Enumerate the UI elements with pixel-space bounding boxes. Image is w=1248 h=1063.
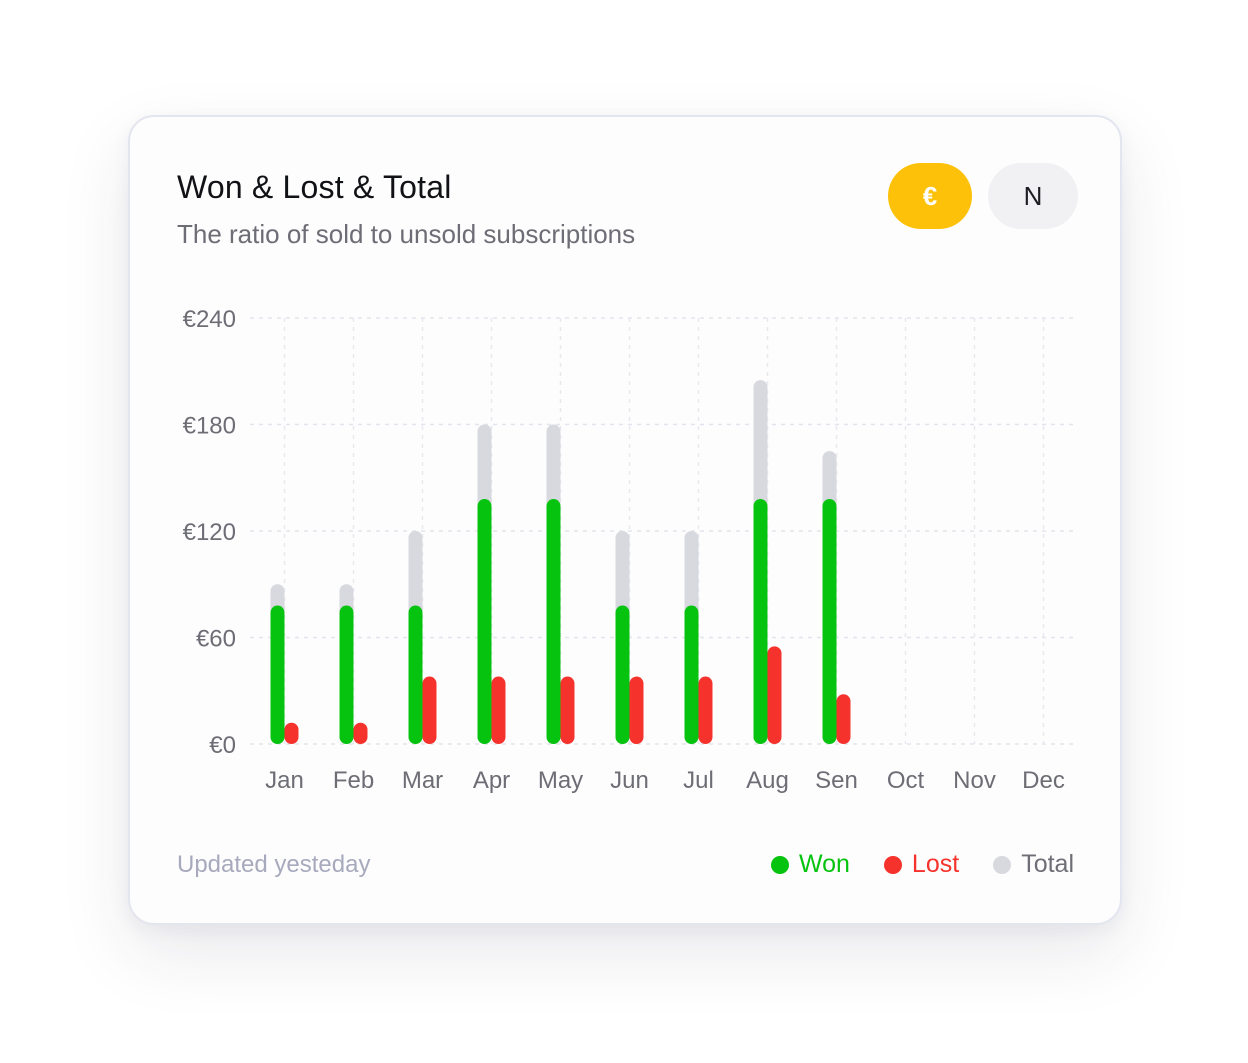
updated-note: Updated yesteday [177, 851, 371, 878]
y-tick-label: €0 [209, 732, 236, 759]
y-tick-label: €180 [183, 413, 236, 440]
bar-won [546, 499, 561, 744]
x-tick-label: Nov [953, 767, 996, 794]
bar-lost [422, 676, 437, 744]
bar-won [684, 605, 699, 744]
bar-won [270, 605, 285, 744]
legend-label-won: Won [798, 850, 850, 878]
x-tick-label: May [538, 767, 583, 794]
x-tick-label: Apr [473, 767, 510, 794]
x-tick-label: Feb [333, 767, 374, 794]
legend-item-total: Total [993, 850, 1074, 879]
count-toggle-button[interactable]: N [988, 163, 1078, 229]
legend-item-won: Won [770, 850, 850, 879]
x-tick-label: Aug [746, 767, 789, 794]
x-tick-label: Dec [1022, 767, 1065, 794]
bar-lost [767, 646, 782, 744]
bar-lost [491, 676, 506, 744]
card-title: Won & Lost & Total [177, 169, 452, 205]
x-tick-label: Mar [402, 767, 443, 794]
currency-toggle-button[interactable]: € [888, 163, 972, 229]
y-tick-label: €60 [196, 626, 236, 653]
x-tick-label: Oct [887, 767, 925, 794]
bar-won [408, 605, 423, 744]
bar-lost [353, 722, 368, 744]
chart-legend: Won Lost Total [737, 850, 1074, 879]
legend-label-total: Total [1021, 850, 1074, 878]
bar-lost [698, 676, 713, 744]
legend-item-lost: Lost [883, 850, 960, 879]
bar-won [753, 499, 768, 744]
legend-dot-total [993, 855, 1012, 874]
bar-won [339, 605, 354, 744]
x-tick-label: Jul [683, 767, 714, 794]
bar-won [822, 499, 837, 744]
legend-label-lost: Lost [911, 850, 960, 878]
y-tick-label: €120 [183, 519, 236, 546]
bar-won [477, 499, 492, 744]
x-tick-label: Jan [265, 767, 304, 794]
bar-lost [629, 676, 644, 744]
bar-lost [560, 676, 575, 744]
legend-dot-won [770, 855, 789, 874]
x-tick-label: Jun [610, 767, 649, 794]
x-tick-label: Sen [815, 767, 858, 794]
bar-won [615, 605, 630, 744]
chart-card: Won & Lost & Total The ratio of sold to … [128, 115, 1122, 925]
bar-lost [836, 694, 851, 744]
card-subtitle: The ratio of sold to unsold subscription… [177, 219, 636, 249]
legend-dot-lost [883, 855, 902, 874]
bar-chart: €0 €60 €120 €180 €240 Jan Feb Mar Apr May Jun Jul Au… [183, 306, 1078, 794]
bar-lost [284, 722, 299, 744]
y-tick-label: €240 [183, 306, 236, 333]
